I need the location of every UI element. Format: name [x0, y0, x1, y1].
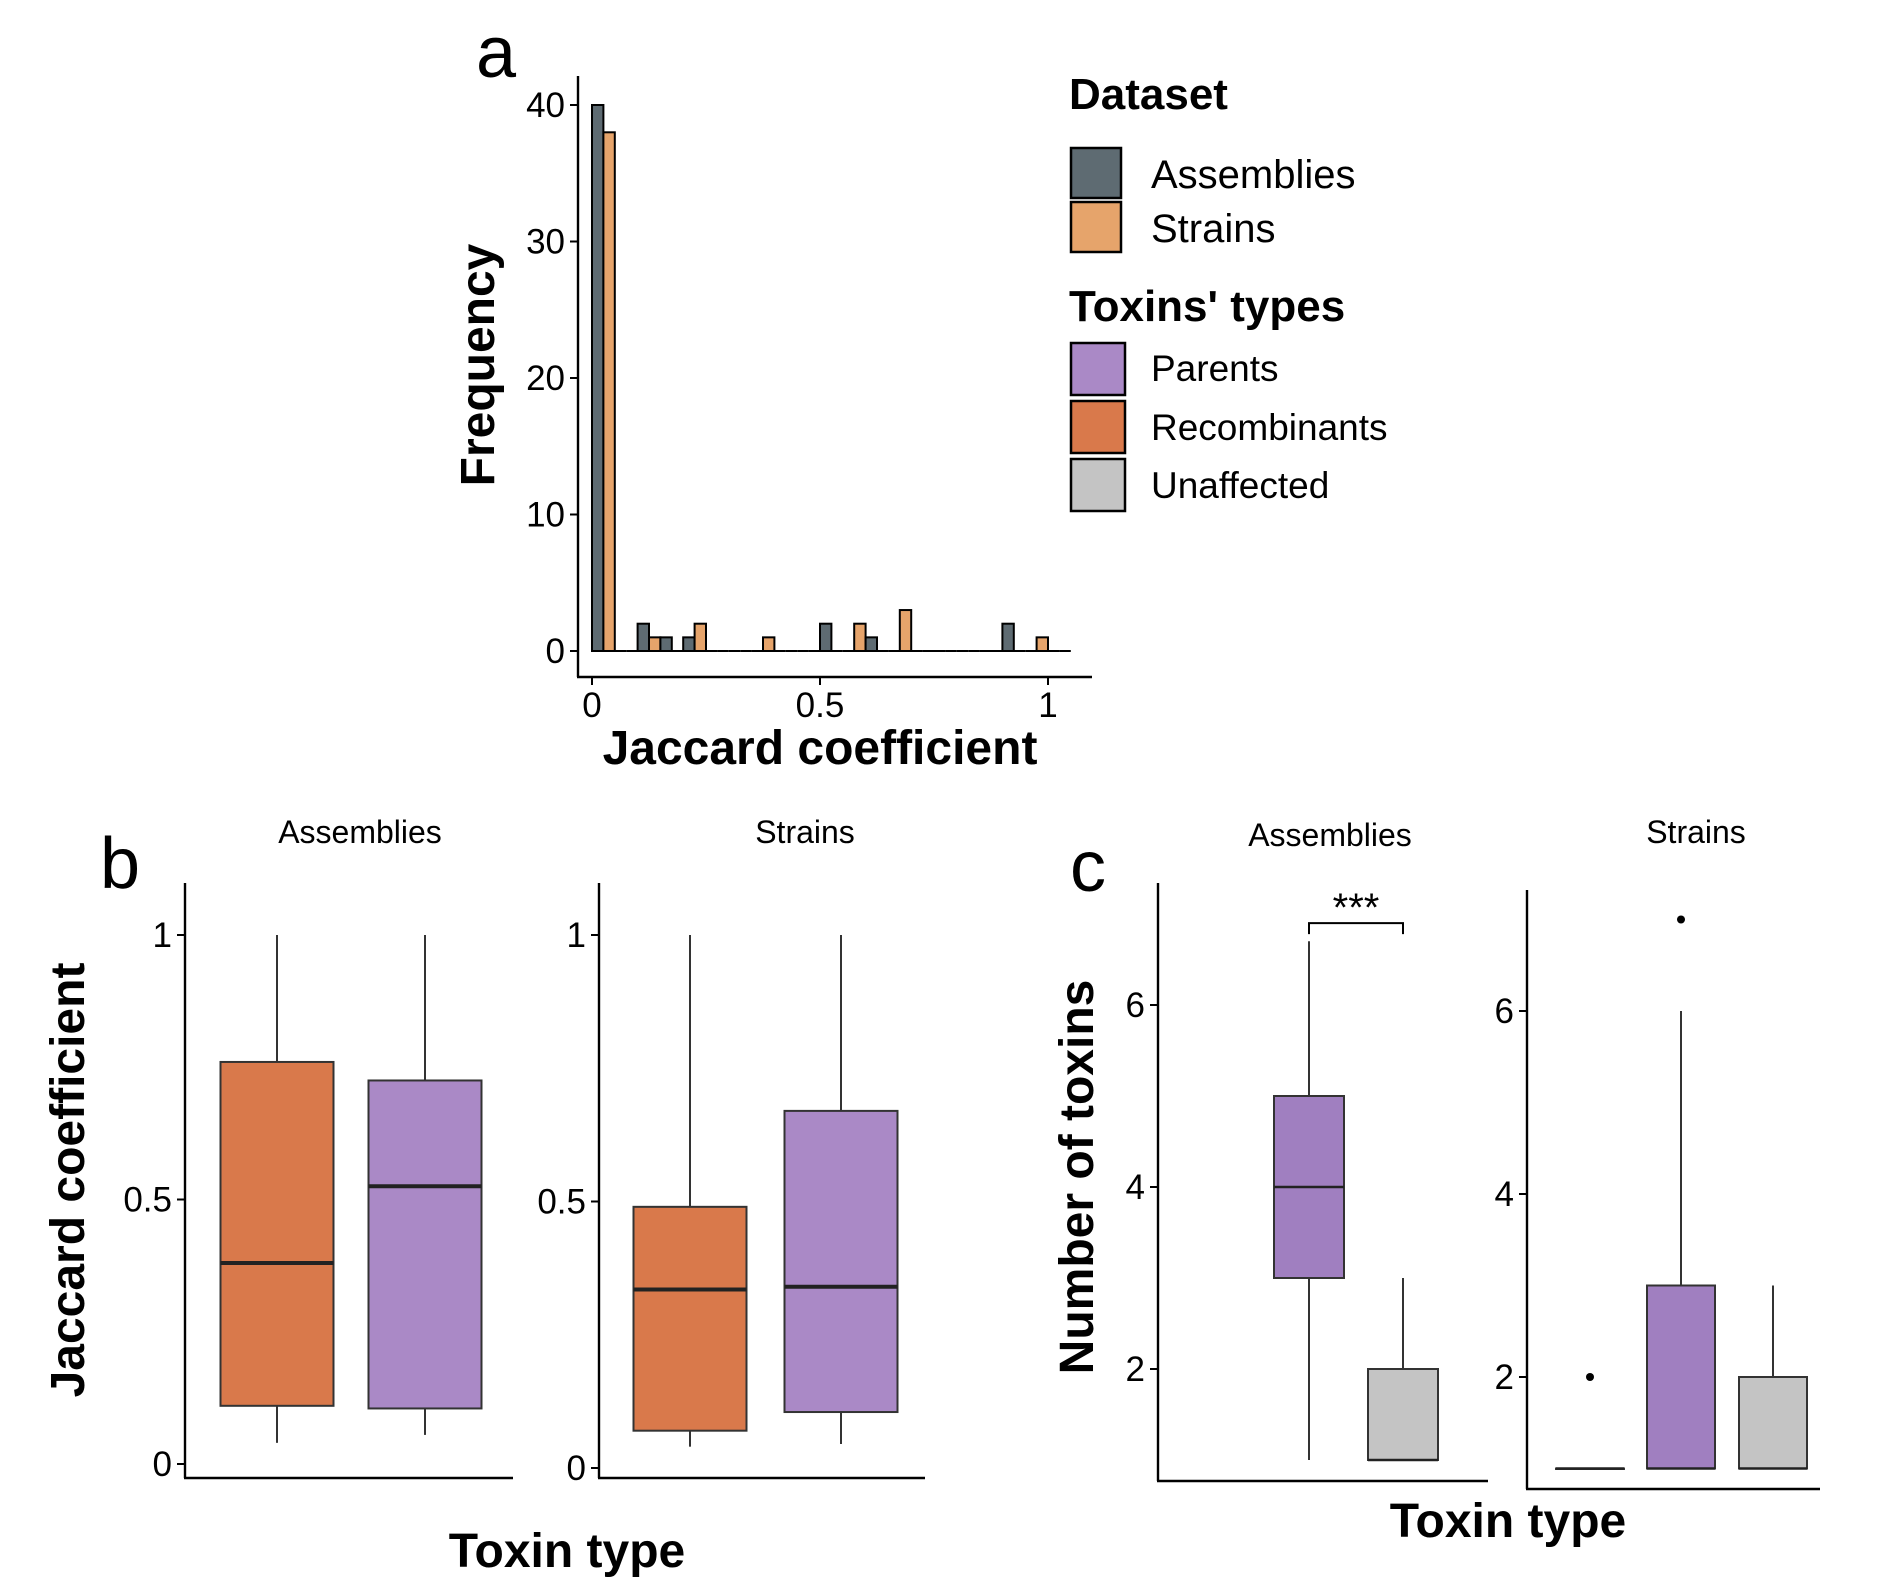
- histogram-bar: [648, 636, 662, 652]
- panel-letter-a: a: [476, 13, 517, 93]
- boxplot-b-assemblies: 00.51: [123, 916, 483, 1484]
- legend-label-parents: Parents: [1151, 348, 1279, 389]
- panel-c: c Assemblies Strains 2 4 6 *** 2 4 6 Toxin ty…: [1051, 814, 1820, 1548]
- histogram-bar: [819, 622, 833, 653]
- histogram-bar: [1001, 622, 1015, 653]
- b-x-title: Toxin type: [449, 1525, 685, 1578]
- legend-key-assemblies: [1069, 146, 1123, 200]
- c-x-title: Toxin type: [1390, 1495, 1626, 1548]
- histogram-y-title: Frequency: [452, 243, 505, 486]
- x-tick-label: 1: [1038, 686, 1057, 725]
- y-tick-label: 0: [546, 632, 565, 671]
- c-y-title: Number of toxins: [1051, 980, 1104, 1375]
- legend-label-recombinants: Recombinants: [1151, 407, 1388, 448]
- x-tick-label: 0: [582, 686, 601, 725]
- box-iqr: [367, 1079, 483, 1410]
- legend: Dataset Assemblies Strains Toxins' types…: [1069, 70, 1388, 513]
- histogram-bar: [864, 636, 878, 652]
- facet-title-b-assemblies: Assemblies: [278, 814, 442, 850]
- panel-b: b Assemblies Strains 00.51 00.51 Toxin t…: [42, 814, 925, 1578]
- y-tick-label: 1: [153, 916, 172, 955]
- y-tick-label: 2: [1126, 1350, 1145, 1389]
- box-outlier: [1677, 915, 1685, 924]
- box-iqr: [632, 1205, 748, 1432]
- y-tick-label: 10: [526, 496, 565, 535]
- histogram-bar: [636, 622, 650, 653]
- y-tick-label: 2: [1495, 1358, 1514, 1397]
- y-tick-label: 4: [1126, 1168, 1145, 1207]
- legend-key-recombinants: [1069, 399, 1127, 455]
- histogram-x-ticks: 0 0.5 1: [582, 677, 1058, 725]
- histogram-bar: [693, 622, 707, 653]
- facet-title-c-strains: Strains: [1646, 814, 1746, 850]
- significance-label: ***: [1333, 886, 1380, 930]
- y-tick-label: 30: [526, 223, 565, 262]
- legend-toxins-title: Toxins' types: [1069, 282, 1345, 331]
- histogram-bar: [659, 636, 673, 652]
- boxplot-b-strains: 00.51: [537, 916, 899, 1488]
- panel-letter-c: c: [1070, 827, 1106, 907]
- histogram-bar: [1035, 636, 1049, 652]
- y-tick-label: 1: [567, 916, 586, 955]
- y-tick-label: 6: [1126, 986, 1145, 1025]
- boxplot-c-strains: 2 4 6: [1495, 915, 1808, 1470]
- box-iqr: [1367, 1368, 1439, 1461]
- box-iqr: [1738, 1376, 1808, 1470]
- y-tick-label: 0.5: [537, 1183, 586, 1222]
- histogram-y-ticks: 0 10 20 30 40: [526, 86, 578, 671]
- y-tick-label: 0: [567, 1449, 586, 1488]
- facet-title-c-assemblies: Assemblies: [1248, 817, 1412, 853]
- legend-dataset-title: Dataset: [1069, 70, 1228, 119]
- box-iqr: [783, 1109, 899, 1414]
- x-tick-label: 0.5: [796, 686, 845, 725]
- legend-key-strains: [1069, 200, 1123, 254]
- y-tick-label: 0: [153, 1445, 172, 1484]
- y-tick-label: 0.5: [123, 1181, 172, 1220]
- histogram-bar: [898, 609, 913, 652]
- facet-title-b-strains: Strains: [755, 814, 855, 850]
- y-tick-label: 40: [526, 86, 565, 125]
- panel-letter-b: b: [100, 824, 140, 904]
- legend-key-parents: [1069, 341, 1127, 397]
- histogram-bar: [602, 131, 616, 653]
- legend-label-strains: Strains: [1151, 207, 1276, 251]
- y-tick-label: 6: [1495, 992, 1514, 1031]
- y-tick-label: 4: [1495, 1175, 1514, 1214]
- b-y-title: Jaccard coefficient: [42, 963, 95, 1398]
- histogram-bar: [853, 622, 867, 653]
- histogram-bars: [591, 104, 1071, 653]
- boxplot-c-assemblies: 2 4 6 ***: [1126, 886, 1439, 1462]
- box-outlier: [1586, 1373, 1594, 1381]
- significance-bracket: [1308, 922, 1404, 935]
- legend-label-unaffected: Unaffected: [1151, 465, 1329, 506]
- legend-key-unaffected: [1069, 457, 1127, 513]
- box-iqr: [1646, 1284, 1716, 1470]
- histogram-bar: [591, 104, 605, 652]
- histogram-bar: [682, 636, 696, 652]
- box-iqr: [219, 1060, 335, 1407]
- histogram-x-title: Jaccard coefficient: [603, 722, 1038, 775]
- legend-label-assemblies: Assemblies: [1151, 153, 1356, 197]
- histogram-bar: [762, 636, 776, 652]
- y-tick-label: 20: [526, 359, 565, 398]
